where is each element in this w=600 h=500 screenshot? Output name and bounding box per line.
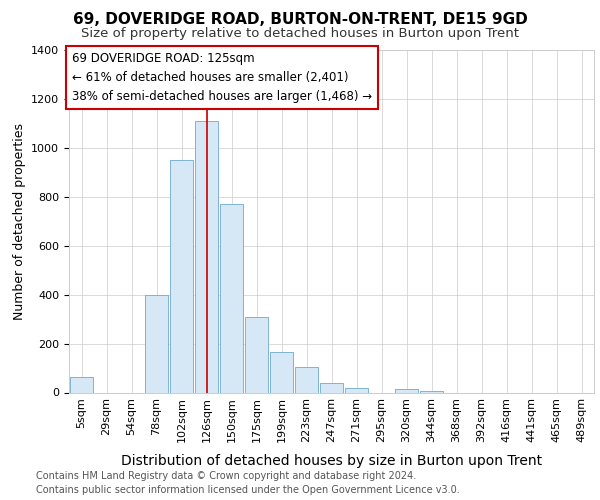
Text: Size of property relative to detached houses in Burton upon Trent: Size of property relative to detached ho… (81, 28, 519, 40)
Bar (395, 389, 418, 392)
Text: 69, DOVERIDGE ROAD, BURTON-ON-TRENT, DE15 9GD: 69, DOVERIDGE ROAD, BURTON-ON-TRENT, DE1… (73, 12, 527, 28)
Bar (295, 368, 319, 392)
Bar (344, 388, 368, 392)
Y-axis label: Number of detached properties: Number of detached properties (13, 122, 26, 320)
Bar (220, 204, 244, 392)
Text: Contains HM Land Registry data © Crown copyright and database right 2024.: Contains HM Land Registry data © Crown c… (36, 471, 416, 481)
Bar (269, 352, 293, 393)
Bar (70, 376, 94, 392)
Text: Contains public sector information licensed under the Open Government Licence v3: Contains public sector information licen… (36, 485, 460, 495)
Bar (145, 294, 169, 392)
Bar (170, 160, 193, 392)
Bar (245, 316, 268, 392)
Bar (419, 390, 443, 392)
X-axis label: Distribution of detached houses by size in Burton upon Trent: Distribution of detached houses by size … (121, 454, 542, 468)
Bar (194, 121, 218, 392)
Text: 69 DOVERIDGE ROAD: 125sqm
← 61% of detached houses are smaller (2,401)
38% of se: 69 DOVERIDGE ROAD: 125sqm ← 61% of detac… (71, 52, 372, 102)
Bar (320, 384, 343, 392)
